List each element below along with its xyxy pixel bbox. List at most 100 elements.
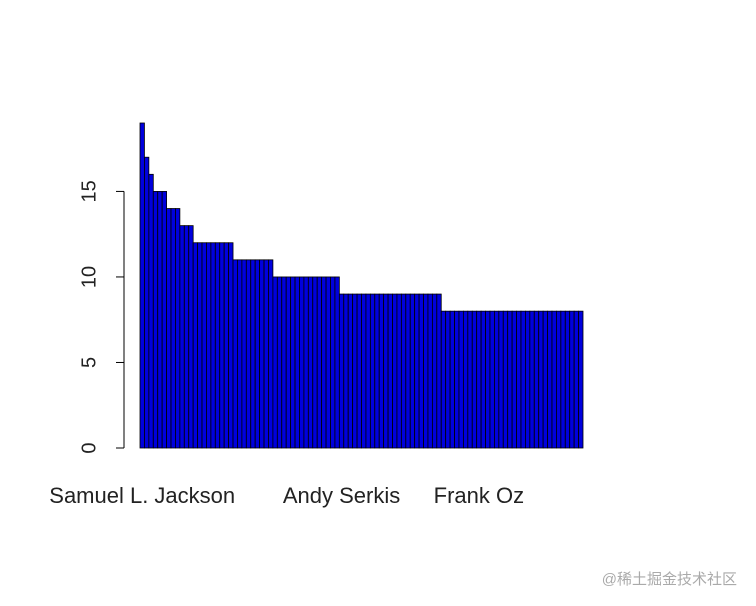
bar <box>228 242 234 449</box>
bar <box>361 293 367 449</box>
bar <box>573 310 579 449</box>
bar <box>409 293 416 449</box>
bar <box>378 293 385 449</box>
bar <box>281 276 287 449</box>
bar <box>493 310 500 449</box>
bar <box>303 276 309 449</box>
bar <box>299 276 305 449</box>
bar <box>139 122 145 449</box>
bar <box>352 293 358 449</box>
bar <box>569 310 575 449</box>
bar <box>445 310 451 449</box>
bar <box>188 225 194 449</box>
bar <box>210 242 216 449</box>
bar <box>214 242 221 449</box>
bar <box>578 310 584 449</box>
bar <box>321 276 327 449</box>
y-tick-label: 5 <box>78 357 100 368</box>
bar <box>516 310 522 449</box>
bar <box>197 242 203 449</box>
bar <box>392 293 398 449</box>
bar <box>485 310 491 449</box>
bar <box>396 293 402 449</box>
bar <box>148 173 154 449</box>
bar <box>520 310 526 449</box>
bar <box>290 276 296 449</box>
bar <box>175 208 181 449</box>
bar <box>418 293 424 449</box>
bar <box>564 310 571 449</box>
bar <box>405 293 411 449</box>
bar <box>498 310 504 449</box>
x-tick-label: Andy Serkis <box>283 483 400 508</box>
bar <box>338 293 345 449</box>
bar <box>330 276 336 449</box>
bar <box>436 293 442 449</box>
bar <box>245 259 252 449</box>
bar <box>467 310 473 449</box>
bar <box>343 293 349 449</box>
bar <box>347 293 354 449</box>
bar <box>219 242 225 449</box>
bar <box>241 259 247 449</box>
bar <box>489 310 495 449</box>
bar <box>356 293 362 449</box>
bar <box>431 293 438 449</box>
bar <box>263 259 269 449</box>
bar <box>400 293 407 449</box>
bar <box>369 293 376 449</box>
bar <box>511 310 517 449</box>
bar <box>556 310 562 449</box>
bar <box>462 310 469 449</box>
bar <box>374 293 380 449</box>
bar <box>179 225 185 449</box>
bar <box>547 310 553 449</box>
bar <box>237 259 243 449</box>
bar <box>272 276 278 449</box>
watermark: @稀土掘金技术社区 <box>602 571 737 588</box>
bar <box>507 310 513 449</box>
bar <box>166 208 172 449</box>
x-tick-label: Samuel L. Jackson <box>49 483 235 508</box>
bar <box>192 242 198 449</box>
bar <box>157 191 163 449</box>
bar <box>529 310 535 449</box>
y-tick-label: 10 <box>78 266 100 288</box>
bar <box>276 276 283 449</box>
bar <box>223 242 229 449</box>
bar <box>325 276 331 449</box>
x-tick-label: Frank Oz <box>434 483 524 508</box>
bar <box>250 259 256 449</box>
bar <box>232 259 238 449</box>
bar <box>502 310 509 449</box>
bar <box>387 293 393 449</box>
bar <box>423 293 429 449</box>
bar <box>285 276 292 449</box>
bar <box>471 310 478 449</box>
bar <box>294 276 300 449</box>
bar <box>259 259 265 449</box>
bar <box>440 310 447 449</box>
bar <box>152 191 159 449</box>
bar <box>316 276 323 449</box>
bar <box>170 208 176 449</box>
bar <box>525 310 531 449</box>
y-tick-label: 15 <box>78 180 100 202</box>
bar <box>312 276 318 449</box>
y-tick-label: 0 <box>78 442 100 453</box>
bar <box>427 293 433 449</box>
bar <box>414 293 420 449</box>
bar <box>206 242 212 449</box>
bar <box>560 310 566 449</box>
bar <box>365 293 371 449</box>
bar <box>268 259 274 449</box>
bar <box>144 156 150 449</box>
bar <box>383 293 389 449</box>
bar <box>458 310 464 449</box>
bar <box>161 191 167 449</box>
bar <box>449 310 455 449</box>
bar <box>334 276 340 449</box>
bar <box>476 310 482 449</box>
bar <box>480 310 486 449</box>
